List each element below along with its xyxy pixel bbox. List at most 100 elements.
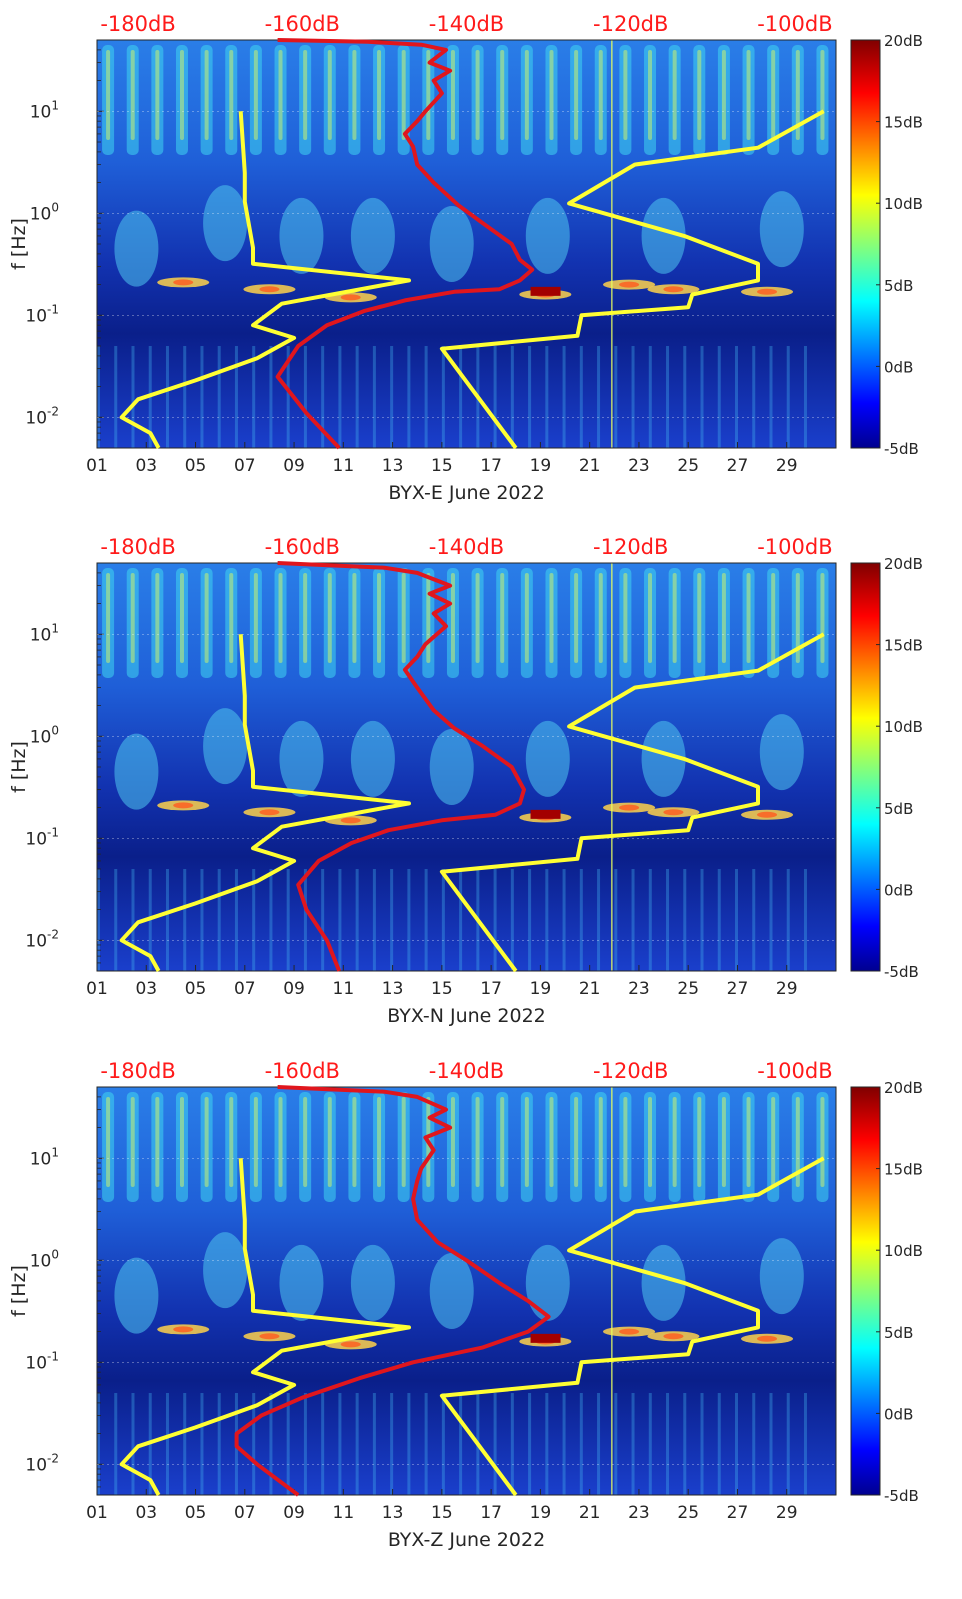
y-tick-label: 100: [30, 200, 59, 224]
x-tick-label: 21: [579, 1503, 601, 1523]
noise-model-high-line: [439, 109, 825, 450]
y-axis-label: f [Hz]: [8, 741, 30, 793]
x-axis-label: BYX-N June 2022: [387, 1005, 546, 1027]
colorbar-tick-label: 0dB: [884, 1405, 913, 1423]
x-tick-label: 07: [234, 456, 256, 476]
x-tick-label: 25: [677, 979, 699, 999]
top-axis-tick-label: -160dB: [265, 535, 340, 559]
top-axis-tick-label: -160dB: [265, 12, 340, 36]
x-tick-label: 05: [185, 979, 207, 999]
y-tick-label: 10-1: [25, 825, 59, 849]
x-tick-label: 19: [530, 1503, 552, 1523]
x-tick-label: 21: [579, 456, 601, 476]
x-tick-label: 19: [530, 979, 552, 999]
colorbar-tick-label: 15dB: [884, 1161, 923, 1179]
colorbar-tick-label: 5dB: [884, 800, 913, 818]
x-tick-label: 29: [776, 1503, 798, 1523]
noise-model-high-line: [439, 1156, 825, 1497]
x-tick-label: 27: [727, 979, 749, 999]
x-tick-label: 03: [135, 456, 157, 476]
x-tick-label: 29: [776, 979, 798, 999]
top-axis-tick-label: -180dB: [100, 12, 175, 36]
colorbar-tick-label: -5dB: [884, 1487, 919, 1505]
colorbar-tick-label: 10dB: [884, 1242, 923, 1260]
top-axis-tick-label: -100dB: [757, 535, 832, 559]
colorbar-tick-label: 0dB: [884, 358, 913, 376]
x-tick-label: 11: [333, 456, 355, 476]
colorbar: 20dB 15dB 10dB 5dB 0dB -5dB: [850, 555, 923, 981]
x-tick-label: 13: [382, 979, 404, 999]
colorbar-tick-label: 10dB: [884, 195, 923, 213]
noise-model-high-line: [439, 632, 825, 973]
x-tick-label: 01: [86, 979, 108, 999]
spectrogram-panel: 01 03 05 07 09 11 13 15 17 19 21 23 25 27 29 101 100 10-1…: [8, 535, 923, 1027]
noise-model-low-line: [119, 634, 411, 972]
x-tick-label: 25: [677, 1503, 699, 1523]
colorbar-tick-label: 20dB: [884, 1079, 923, 1097]
colorbar-tick-label: 15dB: [884, 637, 923, 655]
x-tick-label: 11: [333, 979, 355, 999]
x-tick-label: 05: [185, 1503, 207, 1523]
top-axis-tick-label: -100dB: [757, 12, 832, 36]
top-axis-tick-label: -120dB: [593, 12, 668, 36]
top-axis-tick-label: -180dB: [100, 1059, 175, 1083]
x-tick-label: 09: [283, 456, 305, 476]
x-tick-label: 21: [579, 979, 601, 999]
x-tick-label: 07: [234, 979, 256, 999]
x-tick-label: 19: [530, 456, 552, 476]
y-tick-label: 100: [30, 1247, 59, 1271]
x-tick-label: 03: [135, 1503, 157, 1523]
spectrogram-texture: [97, 563, 829, 971]
x-tick-label: 23: [628, 979, 650, 999]
x-tick-label: 23: [628, 1503, 650, 1523]
colorbar-tick-label: -5dB: [884, 440, 919, 458]
top-axis-tick-label: -140dB: [429, 12, 504, 36]
noise-model-low-line: [119, 111, 411, 449]
top-axis-tick-label: -160dB: [265, 1059, 340, 1083]
y-tick-label: 10-1: [25, 1349, 59, 1373]
top-axis-tick-label: -100dB: [757, 1059, 832, 1083]
spectrogram-panel: 01 03 05 07 09 11 13 15 17 19 21 23 25 27 29 101 100 10-1…: [8, 1059, 923, 1551]
colorbar-tick-label: 10dB: [884, 718, 923, 736]
colorbar-gradient: [850, 1086, 881, 1496]
top-axis-tick-label: -140dB: [429, 535, 504, 559]
y-axis-label: f [Hz]: [8, 1265, 30, 1317]
spectrogram-panel: 01 03 05 07 09 11 13 15 17 19 21 23 25 27 29 101 100 10-1…: [8, 12, 923, 504]
x-tick-label: 01: [86, 1503, 108, 1523]
x-tick-label: 27: [727, 1503, 749, 1523]
x-tick-label: 15: [431, 456, 453, 476]
colorbar-tick-label: 20dB: [884, 32, 923, 50]
y-tick-label: 101: [30, 621, 59, 645]
y-axis-label: f [Hz]: [8, 218, 30, 270]
colorbar-tick-label: -5dB: [884, 963, 919, 981]
x-tick-label: 09: [283, 1503, 305, 1523]
x-tick-label: 27: [727, 456, 749, 476]
x-tick-label: 25: [677, 456, 699, 476]
y-tick-label: 10-1: [25, 302, 59, 326]
x-tick-label: 17: [480, 456, 502, 476]
x-tick-label: 07: [234, 1503, 256, 1523]
x-axis-label: BYX-E June 2022: [388, 482, 544, 504]
x-tick-label: 17: [480, 979, 502, 999]
x-tick-label: 23: [628, 456, 650, 476]
x-tick-label: 03: [135, 979, 157, 999]
x-axis-label: BYX-Z June 2022: [388, 1529, 545, 1551]
top-axis-tick-label: -120dB: [593, 535, 668, 559]
psd-line: [275, 38, 535, 450]
x-tick-label: 29: [776, 456, 798, 476]
colorbar-tick-label: 0dB: [884, 881, 913, 899]
colorbar-tick-label: 20dB: [884, 555, 923, 573]
x-tick-label: 13: [382, 456, 404, 476]
x-tick-label: 15: [431, 1503, 453, 1523]
spectrogram-texture: [97, 40, 829, 448]
y-tick-label: 101: [30, 98, 59, 122]
top-axis-tick-label: -120dB: [593, 1059, 668, 1083]
colorbar: 20dB 15dB 10dB 5dB 0dB -5dB: [850, 32, 923, 458]
x-tick-label: 05: [185, 456, 207, 476]
x-tick-label: 11: [333, 1503, 355, 1523]
colorbar-gradient: [850, 39, 881, 449]
noise-model-low-line: [119, 1158, 411, 1496]
psd-line: [234, 1085, 551, 1497]
x-tick-label: 17: [480, 1503, 502, 1523]
